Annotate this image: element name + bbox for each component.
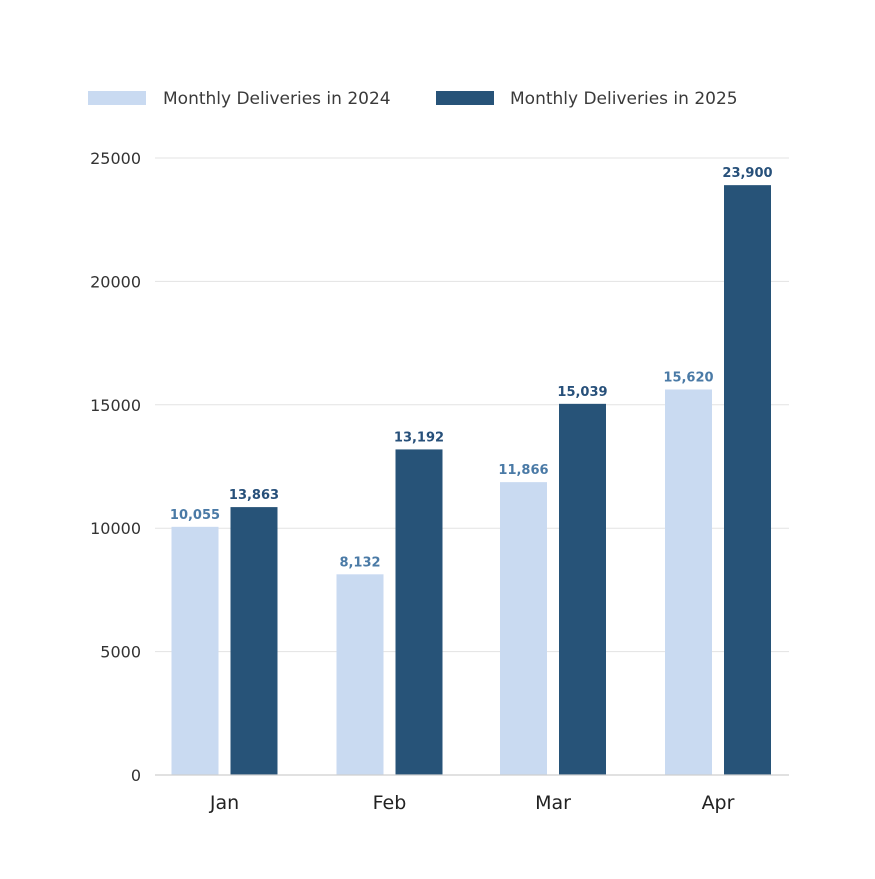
y-tick-label-10000: 10000 [90, 519, 141, 538]
data-labels: 10,055 13,863 8,132 13,192 11,866 15,039 15,62… [170, 166, 773, 570]
y-tick-label-0: 0 [131, 766, 141, 785]
legend-swatch-2024 [88, 91, 146, 105]
data-label-jan-2024: 10,055 [170, 508, 220, 523]
x-tick-label-jan: Jan [209, 792, 239, 814]
x-tick-label-feb: Feb [373, 792, 407, 814]
data-label-apr-2025: 23,900 [722, 166, 772, 181]
y-tick-label-5000: 5000 [100, 643, 141, 662]
legend-label-2025: Monthly Deliveries in 2025 [510, 89, 738, 109]
data-label-mar-2025: 15,039 [557, 385, 607, 400]
bar-mar-2025 [559, 403, 606, 775]
bar-mar-2024 [500, 482, 547, 775]
y-tick-label-15000: 15000 [90, 396, 141, 415]
data-label-jan-2025: 13,863 [229, 488, 279, 503]
bar-jan-2025 [230, 507, 278, 775]
data-label-apr-2024: 15,620 [663, 370, 713, 385]
x-tick-label-apr: Apr [702, 792, 735, 814]
legend-swatch-2025 [436, 91, 494, 105]
legend-label-2024: Monthly Deliveries in 2024 [163, 89, 391, 109]
bar-jan-2024 [171, 526, 219, 775]
data-label-feb-2025: 13,192 [394, 430, 444, 445]
y-tick-label-20000: 20000 [90, 272, 141, 291]
bars [171, 185, 771, 775]
y-axis-ticks: 0 5000 10000 15000 20000 25000 [90, 149, 141, 785]
x-axis-ticks: Jan Feb Mar Apr [209, 792, 735, 814]
bar-apr-2024 [665, 389, 712, 775]
data-label-mar-2024: 11,866 [498, 463, 548, 478]
legend: Monthly Deliveries in 2024 Monthly Deliv… [88, 89, 738, 109]
y-tick-label-25000: 25000 [90, 149, 141, 168]
data-label-feb-2024: 8,132 [339, 555, 380, 570]
bar-apr-2025 [724, 185, 771, 775]
x-tick-label-mar: Mar [535, 792, 571, 814]
bar-feb-2024 [336, 574, 384, 775]
bar-feb-2025 [395, 449, 443, 775]
